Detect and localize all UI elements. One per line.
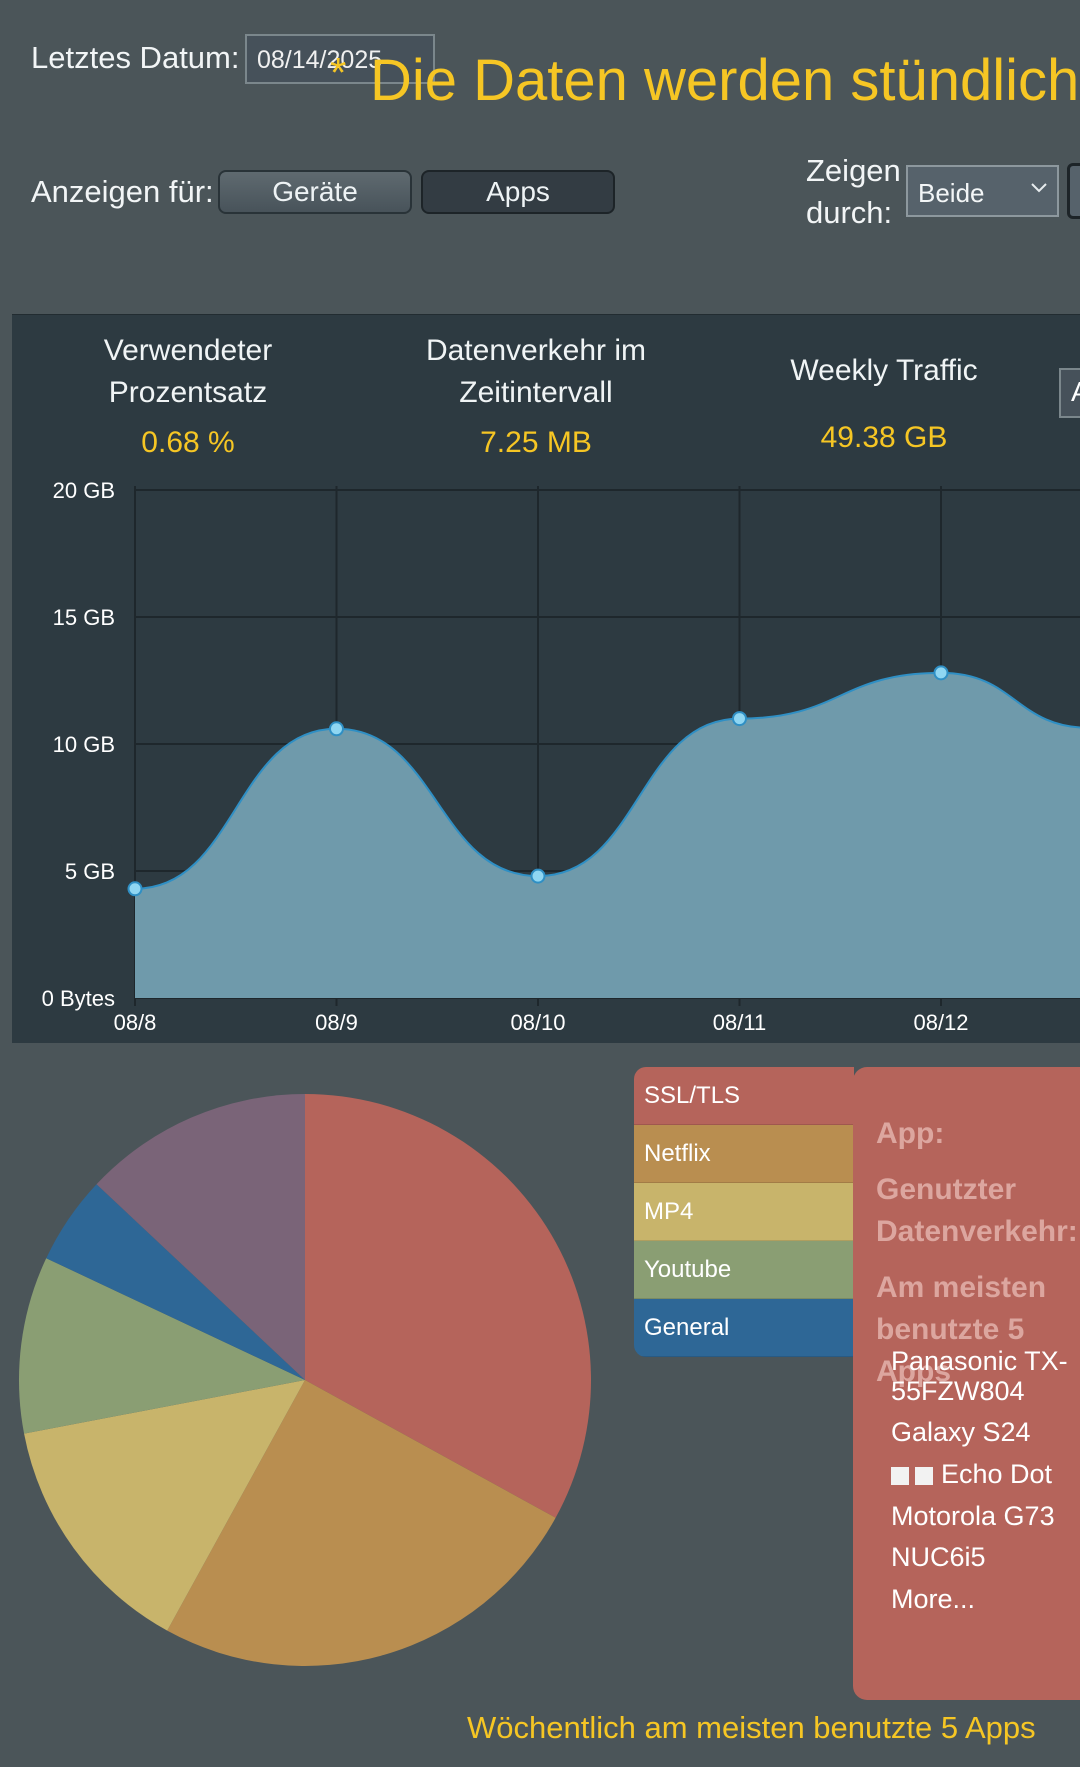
y-tick-label: 5 GB xyxy=(65,859,115,884)
stat-weekly-traffic: Weekly Traffic 49.38 GB xyxy=(764,330,1004,455)
stat-interval-title-line2: Zeitintervall xyxy=(459,376,613,409)
pie-slice[interactable] xyxy=(167,1380,556,1666)
data-point xyxy=(329,721,344,737)
hourly-note: Die Daten werden stündlich xyxy=(370,48,1080,113)
tab-geraete[interactable]: Geräte xyxy=(218,170,412,214)
stat-used-percent: Verwendeter Prozentsatz 0.68 % xyxy=(68,330,308,460)
app-tooltip: App: Genutzter Datenverkehr: Am meisten … xyxy=(853,1067,1080,1700)
stat-interval-value: 7.25 MB xyxy=(480,426,592,459)
x-tick-label: 08/9 xyxy=(315,1010,358,1035)
x-tick-label: 08/8 xyxy=(114,1010,157,1035)
stat-interval-title: Datenverkehr im Zeitintervall xyxy=(386,330,686,414)
pie-slice[interactable] xyxy=(24,1380,305,1631)
tooltip-device-item: Galaxy S24 xyxy=(891,1417,1031,1448)
extra-control[interactable] xyxy=(1067,163,1080,219)
tooltip-more-link[interactable]: More... xyxy=(891,1584,976,1615)
tooltip-app-label: App: xyxy=(876,1117,945,1150)
traffic-area-chart: 0 Bytes 5 GB 10 GB 15 GB 20 GB 08/8 08/9 08/10 0… xyxy=(42,478,1080,1035)
pie-slice[interactable] xyxy=(305,1094,592,1518)
tooltip-device-item: Motorola G73 xyxy=(891,1500,1055,1531)
y-tick-label: 15 GB xyxy=(53,605,115,630)
stat-used-percent-title-line2: Prozentsatz xyxy=(108,376,268,409)
apps-pie-chart xyxy=(18,1094,592,1666)
y-tick-label: 10 GB xyxy=(53,732,115,757)
area-fill xyxy=(135,672,1080,998)
stat-weekly-title: Weekly Traffic xyxy=(790,354,978,387)
legend-item-youtube[interactable]: Youtube xyxy=(634,1241,854,1299)
stat-interval-traffic: Datenverkehr im Zeitintervall 7.25 MB xyxy=(386,330,686,460)
stat-interval-title-line1: Datenverkehr im xyxy=(425,334,647,367)
device-icon xyxy=(891,1466,909,1485)
tab-apps[interactable]: Apps xyxy=(421,170,615,214)
legend-item-netflix[interactable]: Netflix xyxy=(634,1125,854,1183)
pie-caption: Wöchentlich am meisten benutzte 5 Apps xyxy=(467,1710,1036,1745)
x-tick-label: 08/10 xyxy=(510,1010,565,1035)
legend-item-general[interactable]: General xyxy=(634,1299,854,1357)
tooltip-traffic-label-line2: Datenverkehr: xyxy=(876,1215,1078,1248)
tooltip-top5-label-line1: Am meisten xyxy=(876,1271,1047,1304)
data-point xyxy=(732,711,747,727)
tooltip-device-item: Panasonic TX-55FZW804 xyxy=(891,1346,1068,1406)
pie-slice[interactable] xyxy=(96,1094,305,1380)
data-point xyxy=(933,665,949,681)
device-icon xyxy=(915,1466,933,1485)
last-date-input[interactable]: 08/14/2025 xyxy=(245,34,435,84)
stat-weekly-value: 49.38 GB xyxy=(820,421,948,454)
panel-side-button[interactable]: A xyxy=(1059,368,1080,418)
tooltip-top5-label-line2: benutzte 5 Apps xyxy=(876,1313,1025,1388)
pie-slice[interactable] xyxy=(18,1258,305,1434)
show-by-label-line2: durch: xyxy=(806,194,893,230)
data-point xyxy=(127,881,143,897)
show-for-label: Anzeigen für: xyxy=(31,174,214,209)
data-point xyxy=(530,868,546,884)
tooltip-device-item: Echo Dot xyxy=(891,1459,1080,1490)
x-tick-label: 08/11 xyxy=(713,1010,766,1035)
pie-slice[interactable] xyxy=(46,1184,306,1380)
stat-used-percent-title-line1: Verwendeter xyxy=(103,334,273,367)
chevron-down-icon xyxy=(1029,177,1049,203)
note-star-icon: * xyxy=(330,49,347,96)
show-by-label-line1: Zeigen xyxy=(806,153,901,188)
legend-item-mp4[interactable]: MP4 xyxy=(634,1183,854,1241)
last-date-label: Letztes Datum: xyxy=(31,40,240,75)
stat-used-percent-title: Verwendeter Prozentsatz xyxy=(68,330,308,414)
stat-used-percent-value: 0.68 % xyxy=(141,426,235,459)
x-tick-label: 08/12 xyxy=(913,1010,968,1035)
pie-legend: SSL/TLS Netflix MP4 Youtube General xyxy=(634,1067,854,1357)
y-tick-label: 20 GB xyxy=(53,478,115,503)
tooltip-device-label: Echo Dot xyxy=(941,1459,1053,1490)
tooltip-traffic-label-line1: Genutzter xyxy=(876,1173,1017,1206)
tooltip-device-item: NUC6i5 xyxy=(891,1542,986,1573)
y-tick-label: 0 Bytes xyxy=(42,986,115,1011)
show-by-label: Zeigen durch: xyxy=(806,150,901,234)
show-by-select[interactable]: Beide xyxy=(906,165,1059,217)
legend-item-ssl-tls[interactable]: SSL/TLS xyxy=(634,1067,854,1125)
show-by-value: Beide xyxy=(918,178,985,208)
